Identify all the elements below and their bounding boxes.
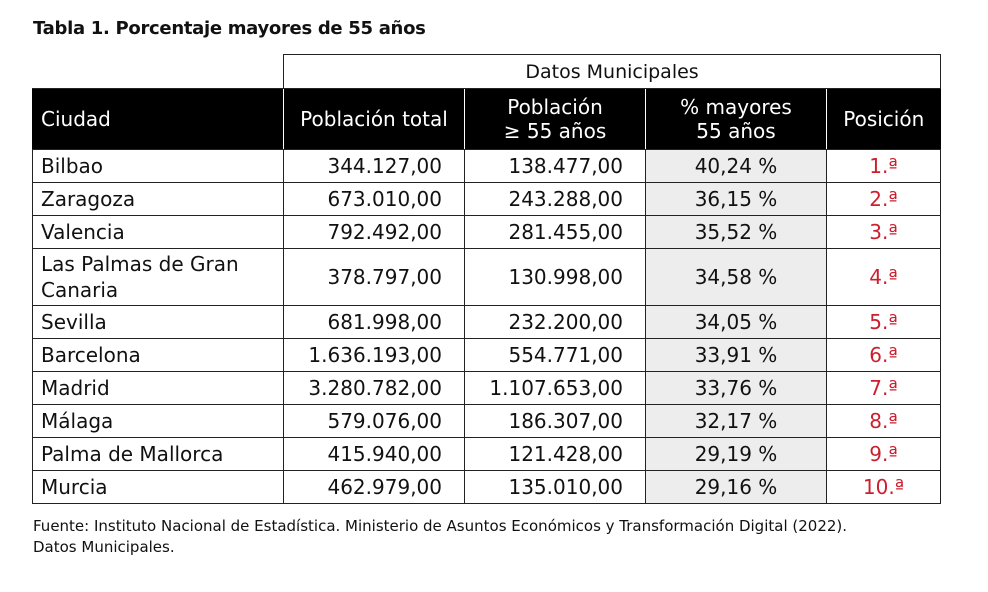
city-cell: Zaragoza (32, 182, 284, 216)
rank-cell: 10.ª (825, 470, 942, 504)
table-row: Málaga 579.076,00 186.307,00 32,17 % 8.ª (32, 404, 942, 438)
city-cell: Barcelona (32, 338, 284, 372)
city-cell: Madrid (32, 371, 284, 405)
over55-cell: 135.010,00 (464, 470, 646, 504)
over55-cell: 243.288,00 (464, 182, 646, 216)
city-cell: Málaga (32, 404, 284, 438)
rank-cell: 4.ª (825, 248, 942, 306)
city-cell-line1: Las Palmas de Gran (41, 252, 239, 276)
header-city: Ciudad (32, 88, 284, 150)
percent-cell: 33,76 % (645, 371, 827, 405)
city-cell: Valencia (32, 215, 284, 249)
over55-cell: 138.477,00 (464, 149, 646, 183)
table-row: Zaragoza 673.010,00 243.288,00 36,15 % 2… (32, 182, 942, 216)
percent-cell: 40,24 % (645, 149, 827, 183)
source-note-line2: Datos Municipales. (33, 538, 175, 556)
table-row: Palma de Mallorca 415.940,00 121.428,00 … (32, 437, 942, 471)
total-cell: 3.280.782,00 (283, 371, 465, 405)
total-cell: 673.010,00 (283, 182, 465, 216)
percent-cell: 32,17 % (645, 404, 827, 438)
table-row: Valencia 792.492,00 281.455,00 35,52 % 3… (32, 215, 942, 249)
over55-cell: 554.771,00 (464, 338, 646, 372)
table-row: Bilbao 344.127,00 138.477,00 40,24 % 1.ª (32, 149, 942, 183)
total-cell: 344.127,00 (283, 149, 465, 183)
header-population-over-55-line2: ≥ 55 años (503, 119, 607, 143)
total-cell: 681.998,00 (283, 305, 465, 339)
population-table: Datos Municipales Ciudad Población total… (32, 54, 942, 504)
city-cell: Murcia (32, 470, 284, 504)
rank-cell: 8.ª (825, 404, 942, 438)
over55-cell: 281.455,00 (464, 215, 646, 249)
rank-cell: 5.ª (825, 305, 942, 339)
rank-cell: 3.ª (825, 215, 942, 249)
total-cell: 579.076,00 (283, 404, 465, 438)
rank-cell: 9.ª (825, 437, 942, 471)
header-percent-over-55: % mayores 55 años (645, 88, 827, 150)
over55-cell: 186.307,00 (464, 404, 646, 438)
source-note: Fuente: Instituto Nacional de Estadístic… (33, 516, 953, 558)
table-row: Las Palmas de Gran Canaria 378.797,00 13… (32, 248, 942, 306)
total-cell: 1.636.193,00 (283, 338, 465, 372)
city-cell: Sevilla (32, 305, 284, 339)
header-percent-over-55-line1: % mayores (680, 95, 792, 119)
header-population-over-55-line1: Población (507, 95, 603, 119)
header-total-population: Población total (283, 88, 465, 150)
percent-cell: 34,05 % (645, 305, 827, 339)
table-title: Tabla 1. Porcentaje mayores de 55 años (33, 18, 426, 39)
group-header: Datos Municipales (282, 54, 942, 89)
total-cell: 792.492,00 (283, 215, 465, 249)
table-row: Madrid 3.280.782,00 1.107.653,00 33,76 %… (32, 371, 942, 405)
city-cell: Bilbao (32, 149, 284, 183)
header-percent-over-55-line2: 55 años (696, 119, 776, 143)
city-cell-line2: Canaria (41, 278, 119, 302)
rank-cell: 1.ª (825, 149, 942, 183)
group-header-row: Datos Municipales (32, 54, 942, 89)
group-header-spacer (32, 54, 284, 89)
over55-cell: 1.107.653,00 (464, 371, 646, 405)
over55-cell: 121.428,00 (464, 437, 646, 471)
total-cell: 378.797,00 (283, 248, 465, 306)
total-cell: 462.979,00 (283, 470, 465, 504)
over55-cell: 130.998,00 (464, 248, 646, 306)
column-header-row: Ciudad Población total Población ≥ 55 añ… (32, 88, 941, 150)
header-population-over-55: Población ≥ 55 años (464, 88, 646, 150)
table-row: Barcelona 1.636.193,00 554.771,00 33,91 … (32, 338, 942, 372)
city-cell: Palma de Mallorca (32, 437, 284, 471)
table-row: Murcia 462.979,00 135.010,00 29,16 % 10.… (32, 470, 942, 504)
percent-cell: 34,58 % (645, 248, 827, 306)
percent-cell: 36,15 % (645, 182, 827, 216)
rank-cell: 6.ª (825, 338, 942, 372)
source-note-line1: Fuente: Instituto Nacional de Estadístic… (33, 517, 848, 535)
rank-cell: 7.ª (825, 371, 942, 405)
header-rank: Posición (825, 88, 941, 150)
percent-cell: 29,19 % (645, 437, 827, 471)
percent-cell: 35,52 % (645, 215, 827, 249)
total-cell: 415.940,00 (283, 437, 465, 471)
table-row: Sevilla 681.998,00 232.200,00 34,05 % 5.… (32, 305, 942, 339)
percent-cell: 29,16 % (645, 470, 827, 504)
rank-cell: 2.ª (825, 182, 942, 216)
city-cell: Las Palmas de Gran Canaria (32, 248, 284, 306)
over55-cell: 232.200,00 (464, 305, 646, 339)
percent-cell: 33,91 % (645, 338, 827, 372)
